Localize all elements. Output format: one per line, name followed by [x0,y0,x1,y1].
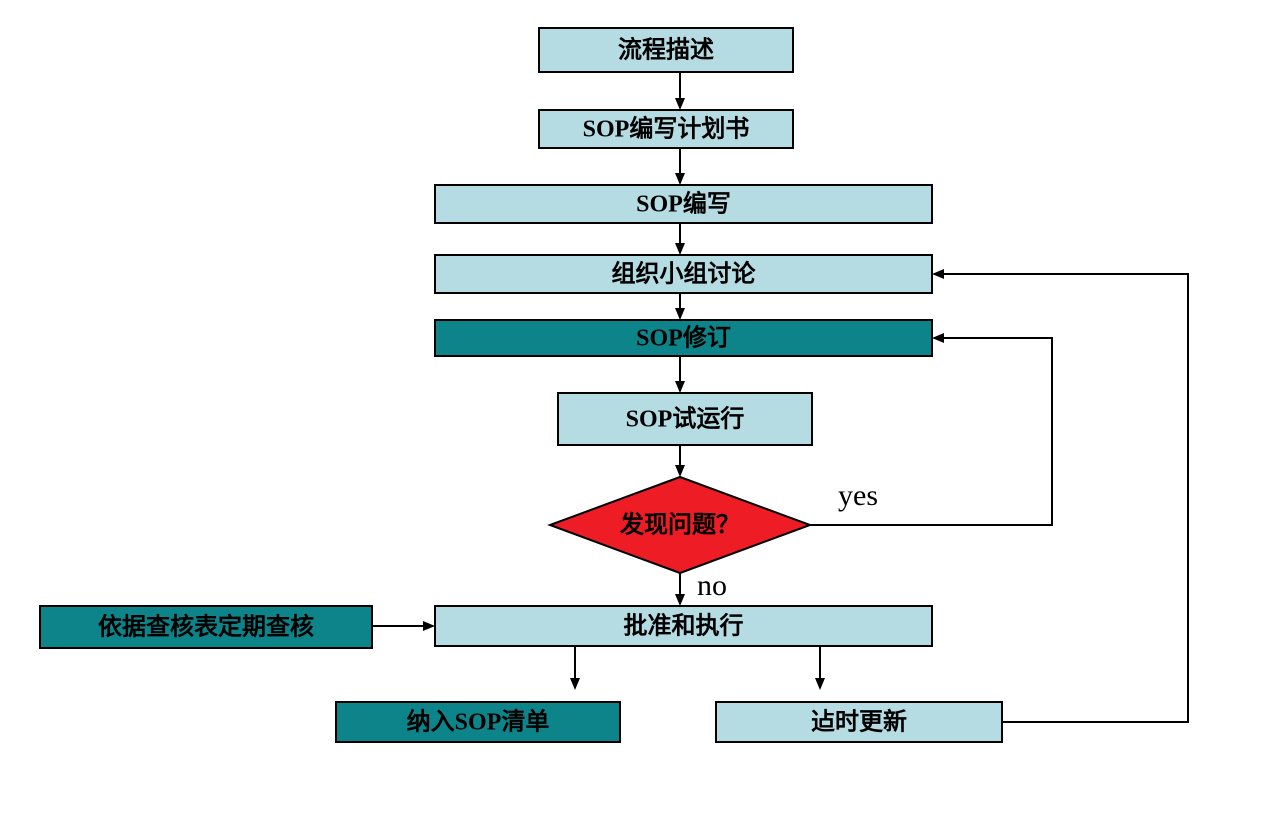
node-label: 纳入SOP清单 [407,708,550,736]
flow-node-n10: 纳入SOP清单 [336,702,620,742]
node-label: SOP编写 [636,190,731,218]
node-label: 依据查核表定期查核 [98,613,314,641]
node-label: SOP试运行 [626,405,745,433]
edge-label-e8: yes [838,479,878,512]
flow-node-n5: SOP修订 [435,320,932,356]
node-label: SOP修订 [636,325,731,352]
flow-node-n4: 组织小组讨论 [435,255,932,293]
flowchart-canvas: 流程描述 SOP编写计划书 SOP编写组织小组讨论 SOP修订 SOP试运行发现问题？ 批… [0,0,1272,814]
flow-node-n11: 迠时更新 [716,702,1002,742]
flow-edge-e12 [934,274,1188,722]
flow-node-n2: SOP编写计划书 [539,110,793,148]
node-label: 流程描述 [618,37,714,64]
flow-node-n6: SOP试运行 [558,393,812,445]
node-label: 组织小组讨论 [612,260,757,288]
flow-node-n3: SOP编写 [435,185,932,223]
flow-node-n1: 流程描述 [539,28,793,72]
edge-label-e7: no [697,569,727,602]
flow-node-n9: 依据查核表定期查核 [40,606,372,648]
flow-node-n8: 批准和执行 [435,606,932,646]
node-label: SOP编写计划书 [583,115,750,143]
flow-node-n7: 发现问题？ [550,477,810,573]
node-label: 批准和执行 [624,612,744,640]
node-label: 发现问题？ [619,511,740,539]
node-label: 迠时更新 [811,708,907,736]
